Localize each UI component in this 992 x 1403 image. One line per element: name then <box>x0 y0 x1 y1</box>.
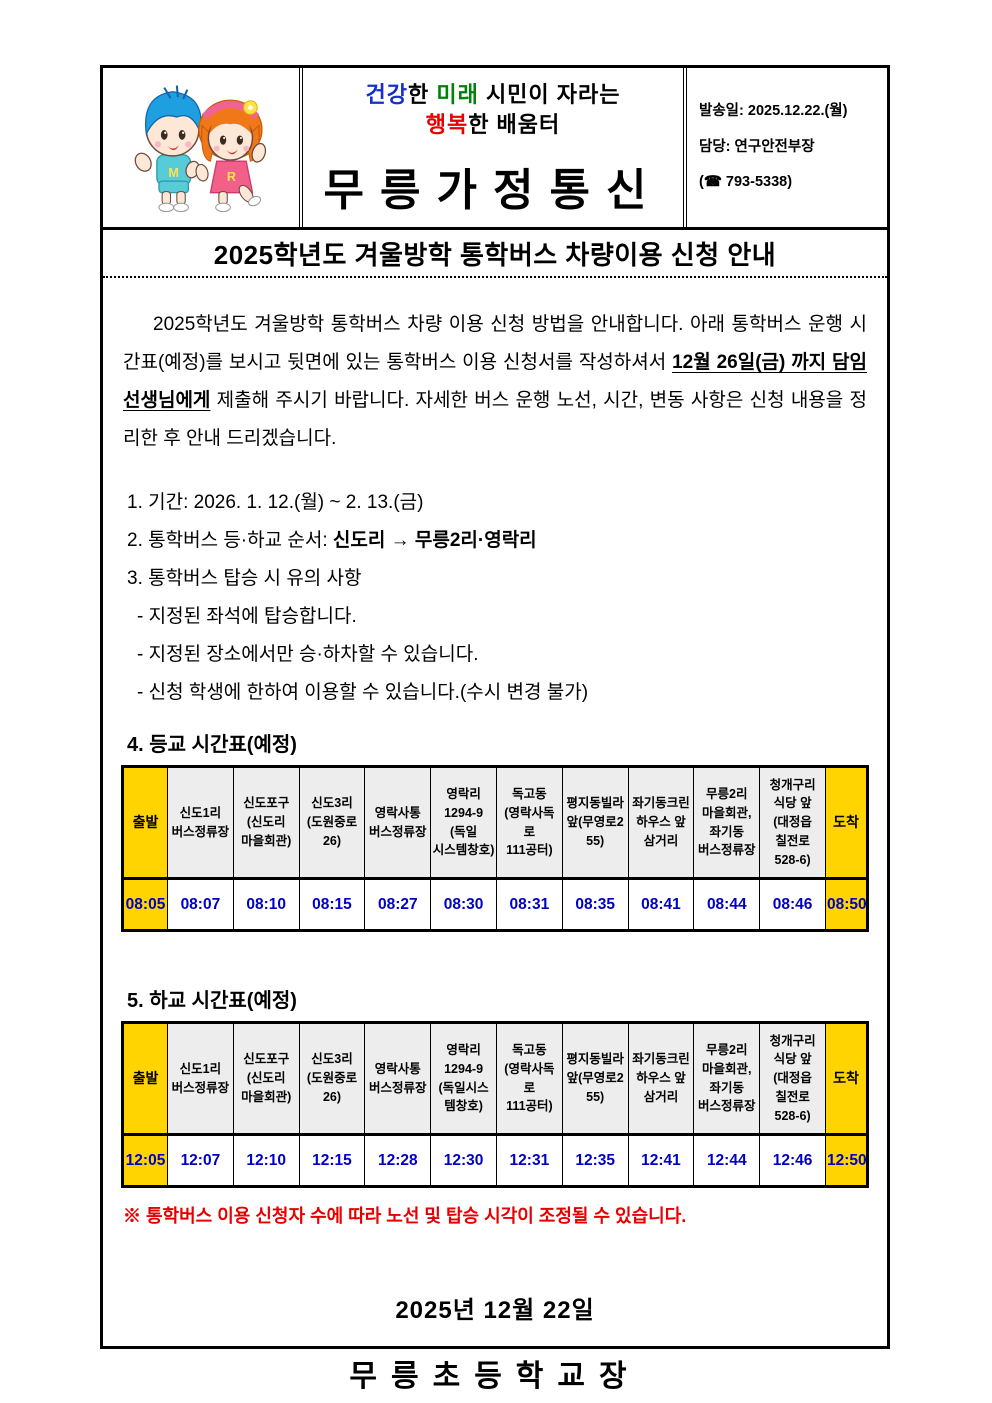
stop-header: 신도1리 버스정류장 <box>167 1022 234 1136</box>
time-cell: 12:05 <box>122 1134 168 1187</box>
stop-header: 평지동빌라 앞(무영로2 55) <box>561 1022 629 1136</box>
slogan-word-happy: 행복 <box>425 112 469 137</box>
stop-header: 영락사통 버스정류장 <box>364 766 432 880</box>
time-cell: 12:44 <box>693 1134 761 1187</box>
time-cell: 08:05 <box>122 878 168 931</box>
stop-header: 독고동 (영락사독 로 111공터) <box>495 766 563 880</box>
time-cell: 08:27 <box>364 878 432 931</box>
caution-applicant: - 신청 학생에 한하여 이용할 수 있습니다.(수시 변경 불가) <box>137 682 589 703</box>
time-cell: 12:35 <box>561 1134 629 1187</box>
caution-stop: - 지정된 장소에서만 승·하차할 수 있습니다. <box>137 644 479 665</box>
slogan-word-healthy: 건강 <box>365 82 408 107</box>
kids-mascot-illustration: M <box>134 85 267 213</box>
time-cell: 08:50 <box>825 878 868 931</box>
stop-header: 영락사통 버스정류장 <box>364 1022 432 1136</box>
mascot-cell: M <box>103 68 299 227</box>
section-heading-morning: 4. 등교 시간표(예정) <box>127 734 297 756</box>
time-cell: 12:30 <box>430 1134 497 1187</box>
slogan-text: 한 배움터 <box>468 112 561 137</box>
deadline-emphasis: 12월 26일(금) 까지 담임선생님에게 <box>123 352 867 411</box>
document-title-band: 2025학년도 겨울방학 통학버스 차량이용 신청 안내 <box>103 230 887 278</box>
time-cell: 08:35 <box>561 878 629 931</box>
time-cell: 08:15 <box>298 878 366 931</box>
issue-date: 2025년 12월 22일 <box>395 1297 595 1324</box>
time-cell: 08:30 <box>430 878 497 931</box>
depart-header: 출발 <box>122 766 168 880</box>
slogan-word-future: 미래 <box>436 82 479 107</box>
morning-header-row: 출발 신도1리 버스정류장 신도포구 (신도리 마을회관) 신도3리 (도원중로… <box>122 766 868 880</box>
slogan-line-2: 행복한 배움터 <box>303 110 683 140</box>
slogan-text: 시민이 자라는 <box>478 82 621 107</box>
phone-number: (☎ 793-5338) <box>699 174 793 191</box>
svg-text:M: M <box>168 166 179 180</box>
route-prefix: 2. 통학버스 등·하교 순서: <box>127 530 333 551</box>
time-cell: 08:44 <box>693 878 761 931</box>
note-item-cautions: 3. 통학버스 탑승 시 유의 사항 <box>127 568 362 589</box>
stop-header: 평지동빌라 앞(무영로2 55) <box>561 766 629 880</box>
notes-list: 1. 기간: 2026. 1. 12.(월) ~ 2. 13.(금) 2. 통학… <box>127 484 869 712</box>
stop-header: 좌기동크린 하우스 앞 삼거리 <box>627 766 695 880</box>
stop-header: 무릉2리 마을회관, 좌기동 버스정류장 <box>693 1022 761 1136</box>
time-cell: 08:10 <box>232 878 300 931</box>
section-heading-afternoon: 5. 하교 시간표(예정) <box>127 990 297 1012</box>
time-cell: 12:10 <box>232 1134 300 1187</box>
caution-seat: - 지정된 좌석에 탑승합니다. <box>137 606 357 627</box>
depart-header: 출발 <box>122 1022 168 1136</box>
slogan-line-1: 건강한 미래 시민이 자라는 <box>303 80 683 110</box>
manager: 담당: 연구안전부장 <box>699 138 815 155</box>
arrive-header: 도착 <box>825 1022 868 1136</box>
stop-header: 신도포구 (신도리 마을회관) <box>232 1022 300 1136</box>
slogan-cell: 건강한 미래 시민이 자라는 행복한 배움터 무릉가정통신 <box>299 68 687 227</box>
svg-text:R: R <box>227 170 236 184</box>
morning-time-row: 08:05 08:07 08:10 08:15 08:27 08:30 08:3… <box>122 878 868 931</box>
time-cell: 08:46 <box>759 878 826 931</box>
principal-signature: 무릉초등학교장 <box>349 1360 641 1393</box>
morning-timetable: 출발 신도1리 버스정류장 신도포구 (신도리 마을회관) 신도3리 (도원중로… <box>121 765 869 932</box>
stop-header: 신도3리 (도원중로 26) <box>298 766 366 880</box>
stop-header: 영락리 1294-9 (독일시스 템창호) <box>430 1022 497 1136</box>
arrive-header: 도착 <box>825 766 868 880</box>
time-cell: 08:31 <box>495 878 563 931</box>
stop-header: 신도포구 (신도리 마을회관) <box>232 766 300 880</box>
intro-text-before: 2025학년도 겨울방학 통학버스 차량 이용 신청 방법을 안내합니다. 아래… <box>123 314 867 373</box>
time-cell: 08:07 <box>167 878 234 931</box>
time-cell: 12:50 <box>825 1134 868 1187</box>
send-date: 발송일: 2025.12.22.(월) <box>699 103 848 119</box>
stop-header: 청개구리 식당 앞 (대정읍 칠전로 528-6) <box>759 1022 826 1136</box>
slogan-text: 한 <box>407 82 437 107</box>
note-item-period: 1. 기간: 2026. 1. 12.(월) ~ 2. 13.(금) <box>127 492 424 513</box>
afternoon-timetable: 출발 신도1리 버스정류장 신도포구 (신도리 마을회관) 신도3리 (도원중로… <box>121 1021 869 1188</box>
afternoon-time-row: 12:05 12:07 12:10 12:15 12:28 12:30 12:3… <box>122 1134 868 1187</box>
stop-header: 신도1리 버스정류장 <box>167 766 234 880</box>
time-cell: 12:15 <box>298 1134 366 1187</box>
stop-header: 독고동 (영락사독 로 111공터) <box>495 1022 563 1136</box>
document-border-box: M <box>100 65 890 1393</box>
stop-header: 영락리 1294-9 (독일 시스템창호) <box>430 766 497 880</box>
stop-header: 청개구리 식당 앞 (대정읍 칠전로 528-6) <box>759 766 826 880</box>
time-cell: 12:28 <box>364 1134 432 1187</box>
adjustment-footnote: ※ 통학버스 이용 신청자 수에 따라 노선 및 탑승 시각이 조정될 수 있습… <box>123 1206 687 1226</box>
time-cell: 12:41 <box>627 1134 695 1187</box>
afternoon-header-row: 출발 신도1리 버스정류장 신도포구 (신도리 마을회관) 신도3리 (도원중로… <box>122 1022 868 1136</box>
stop-header: 무릉2리 마을회관, 좌기동 버스정류장 <box>693 766 761 880</box>
route-order: 신도리 → 무릉2리·영락리 <box>332 530 537 551</box>
time-cell: 12:46 <box>759 1134 826 1187</box>
intro-paragraph: 2025학년도 겨울방학 통학버스 차량 이용 신청 방법을 안내합니다. 아래… <box>123 306 867 458</box>
time-cell: 08:41 <box>627 878 695 931</box>
intro-text-after: 제출해 주시기 바랍니다. 자세한 버스 운행 노선, 시간, 변동 사항은 신… <box>123 390 867 449</box>
header-info-cell: 발송일: 2025.12.22.(월) 담당: 연구안전부장 (☎ 793-53… <box>687 68 887 227</box>
time-cell: 12:31 <box>495 1134 563 1187</box>
newsletter-title: 무릉가정통신 <box>323 166 663 215</box>
stop-header: 신도3리 (도원중로 26) <box>298 1022 366 1136</box>
stop-header: 좌기동크린 하우스 앞 삼거리 <box>627 1022 695 1136</box>
time-cell: 12:07 <box>167 1134 234 1187</box>
document-title: 2025학년도 겨울방학 통학버스 차량이용 신청 안내 <box>213 239 777 270</box>
newsletter-header: M <box>103 68 887 230</box>
note-item-route: 2. 통학버스 등·하교 순서: 신도리 → 무릉2리·영락리 <box>127 522 869 560</box>
document-content: 2025학년도 겨울방학 통학버스 차량 이용 신청 방법을 안내합니다. 아래… <box>103 306 887 1395</box>
